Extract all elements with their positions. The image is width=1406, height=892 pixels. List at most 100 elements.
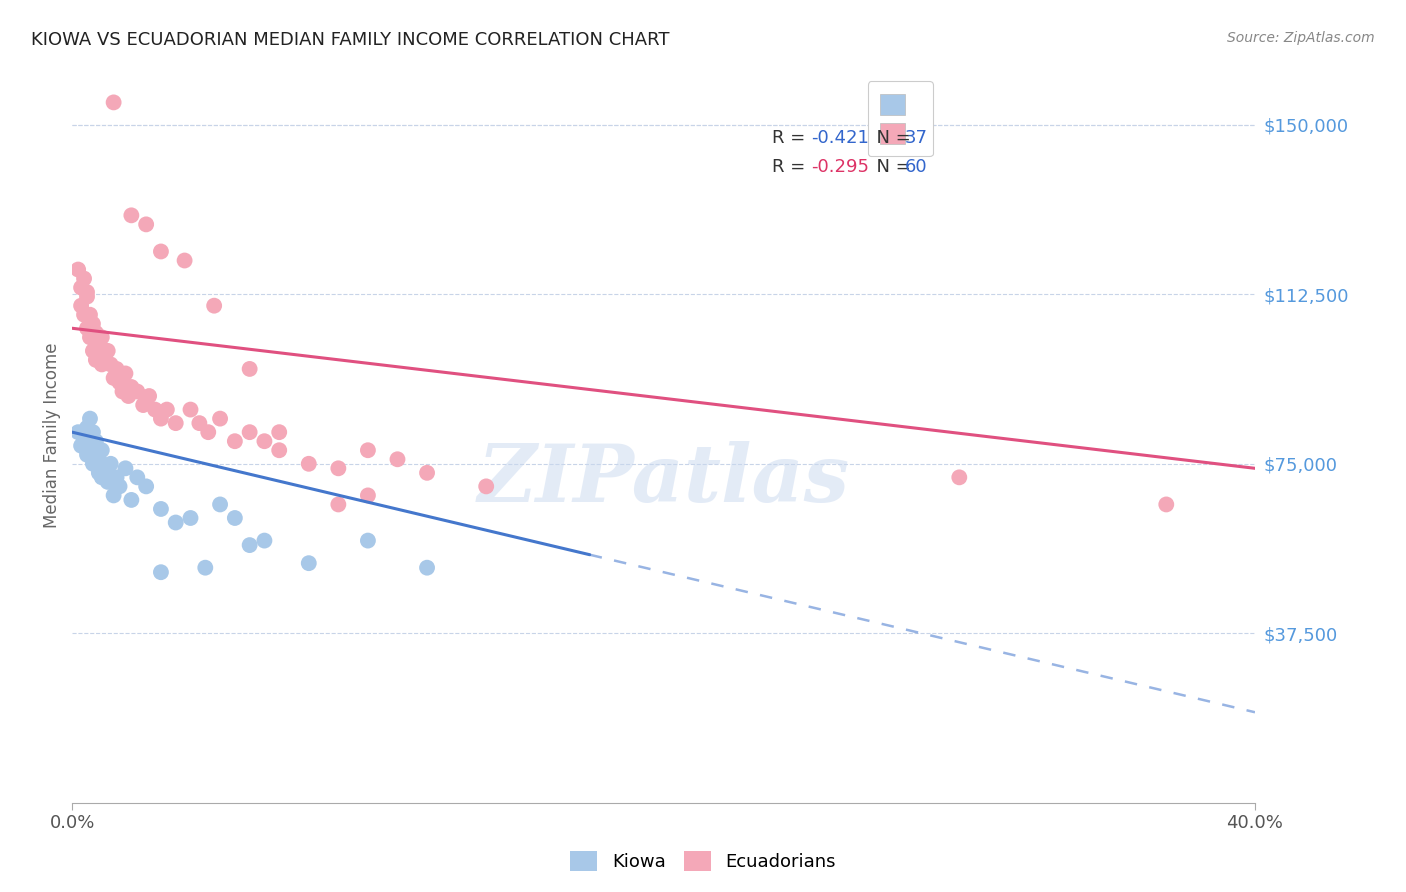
Text: N =: N = [865,128,917,147]
Point [73,434,96,449]
Point [328,461,350,475]
Point [70,299,93,313]
Point [239,538,262,552]
Point [298,457,321,471]
Point [108,376,131,390]
Point [127,470,149,484]
Point [94,348,117,362]
Text: -0.421: -0.421 [811,128,869,147]
Point [76,420,98,434]
Point [120,380,142,394]
Point [103,371,125,385]
Point [416,560,439,574]
Point [387,452,409,467]
Point [76,321,98,335]
Point [120,492,142,507]
Point [73,308,96,322]
Text: ZIPatlas: ZIPatlas [478,441,849,518]
Point [70,280,93,294]
Point [87,466,110,480]
Point [149,411,172,425]
Point [100,358,122,372]
Point [90,470,112,484]
Point [76,448,98,462]
Point [87,452,110,467]
Point [138,389,160,403]
Point [90,358,112,372]
Point [269,425,291,439]
Point [239,362,262,376]
Legend: Kiowa, Ecuadorians: Kiowa, Ecuadorians [562,844,844,879]
Point [114,367,136,381]
Point [357,488,380,502]
Point [76,290,98,304]
Point [475,479,498,493]
Point [357,533,380,548]
Text: Source: ZipAtlas.com: Source: ZipAtlas.com [1227,31,1375,45]
Point [105,362,128,376]
Point [179,402,201,417]
Text: KIOWA VS ECUADORIAN MEDIAN FAMILY INCOME CORRELATION CHART: KIOWA VS ECUADORIAN MEDIAN FAMILY INCOME… [31,31,669,49]
Text: 60: 60 [904,158,927,176]
Point [197,425,219,439]
Point [209,411,232,425]
Point [1156,498,1178,512]
Point [84,434,107,449]
Point [253,533,276,548]
Point [194,560,217,574]
Point [97,343,120,358]
Point [70,439,93,453]
Point [416,466,439,480]
Point [76,285,98,300]
Point [224,434,246,449]
Point [135,218,157,232]
Point [948,470,970,484]
Point [67,425,90,439]
Point [82,425,104,439]
Y-axis label: Median Family Income: Median Family Income [44,343,60,528]
Point [298,556,321,570]
Point [90,443,112,458]
Point [79,411,101,425]
Point [357,443,380,458]
Point [79,443,101,458]
Point [84,352,107,367]
Point [103,488,125,502]
Point [82,343,104,358]
Point [173,253,195,268]
Text: -0.295: -0.295 [811,158,869,176]
Point [188,416,211,430]
Point [73,271,96,285]
Point [149,565,172,579]
Point [253,434,276,449]
Point [111,384,134,399]
Point [165,416,187,430]
Point [84,326,107,340]
Point [224,511,246,525]
Text: R =: R = [772,158,811,176]
Point [114,461,136,475]
Point [328,498,350,512]
Point [87,339,110,353]
Point [79,308,101,322]
Point [165,516,187,530]
Point [117,389,139,403]
Point [120,208,142,222]
Point [156,402,179,417]
Point [127,384,149,399]
Point [108,479,131,493]
Legend: , : , [868,81,932,156]
Point [202,299,225,313]
Point [269,443,291,458]
Point [135,479,157,493]
Point [209,498,232,512]
Point [143,402,166,417]
Point [105,470,128,484]
Point [90,330,112,344]
Text: N =: N = [865,158,917,176]
Text: 37: 37 [904,128,928,147]
Point [179,511,201,525]
Point [239,425,262,439]
Point [82,457,104,471]
Point [149,244,172,259]
